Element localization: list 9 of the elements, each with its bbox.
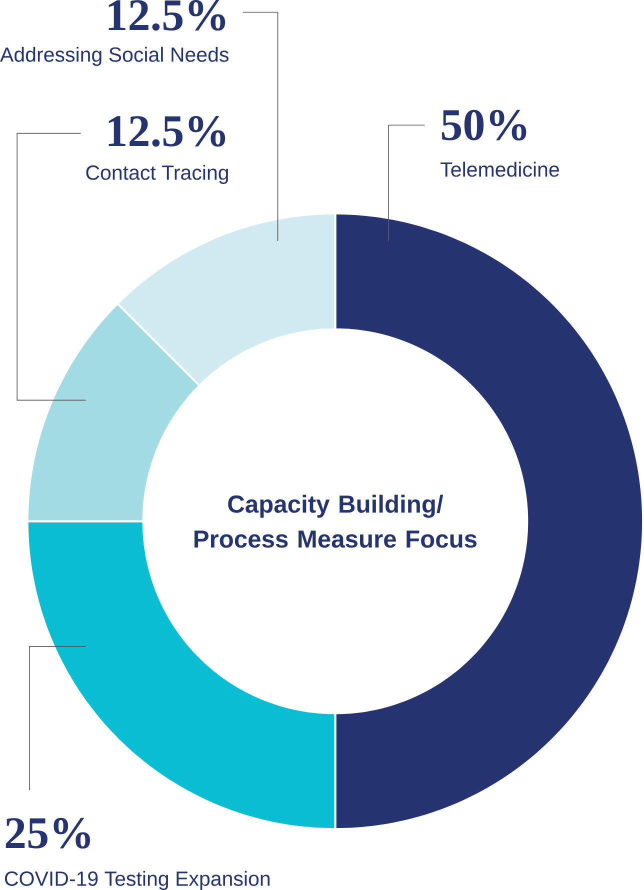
data-label: 12.5%: [108, 116, 226, 147]
data-label: 25%: [6, 818, 90, 849]
slice-label: Addressing Social Needs: [0, 46, 228, 66]
data-label: 12.5%: [108, 0, 226, 31]
text: Capacity Building/ Process Measure Focus: [194, 494, 476, 548]
slice-label: Telemedicine: [440, 162, 559, 177]
slice-label: COVID-19 Testing Expansion: [4, 870, 270, 890]
data-label: 50%: [442, 110, 526, 140]
slice-label: Contact Tracing: [86, 164, 228, 184]
